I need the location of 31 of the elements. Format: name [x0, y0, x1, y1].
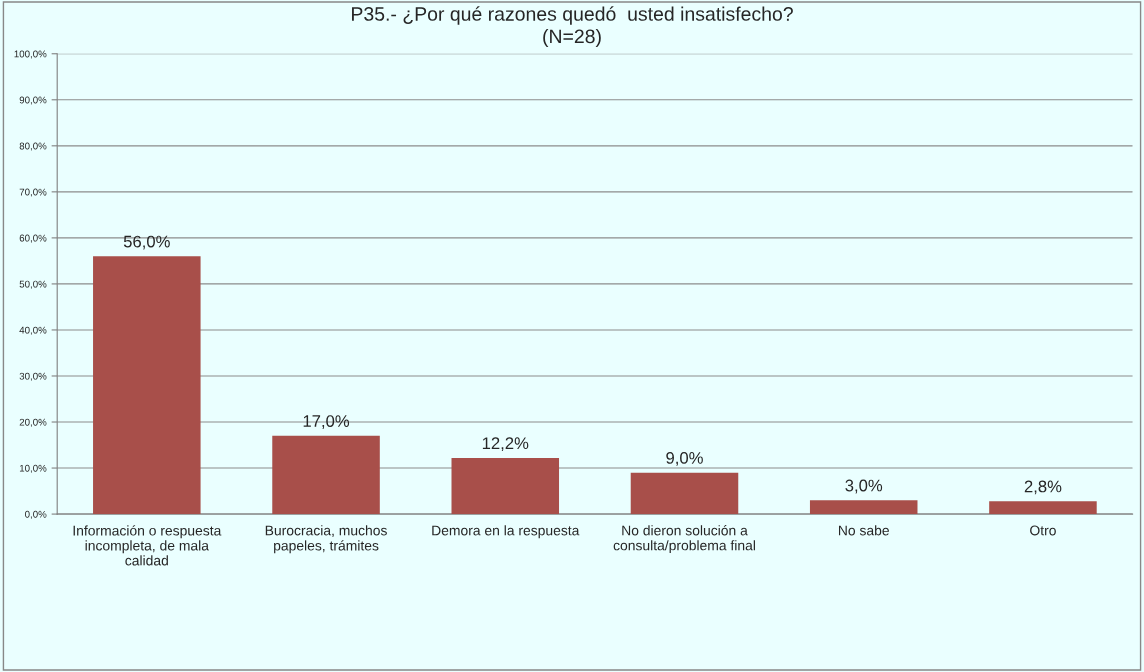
bar	[93, 256, 201, 515]
bar	[989, 501, 1097, 515]
x-tick-label: No sabe	[839, 525, 889, 536]
y-tick-label: 60,0%	[19, 234, 47, 243]
data-label: 12,2%	[482, 437, 529, 452]
x-tick-label: Burocracia, muchos papeles, trámites	[265, 525, 387, 554]
x-tick-label: Demora en la respuesta	[432, 525, 580, 539]
y-tick-label: 40,0%	[19, 326, 47, 335]
bar	[630, 472, 739, 515]
x-tick-label: No dieron solución a consulta/problema final	[613, 525, 755, 554]
bar	[809, 500, 918, 515]
y-tick-label: 80,0%	[19, 142, 47, 151]
y-tick-label: 30,0%	[19, 372, 47, 381]
data-label: 9,0%	[666, 452, 703, 466]
data-label: 56,0%	[123, 235, 170, 250]
bar	[272, 435, 380, 515]
y-tick-label: 10,0%	[19, 464, 47, 473]
y-tick-label: 20,0%	[19, 418, 47, 427]
x-tick-label: Otro	[1030, 525, 1056, 536]
y-tick-label: 50,0%	[19, 280, 47, 289]
data-label: 17,0%	[303, 415, 350, 429]
y-tick-label: 90,0%	[19, 96, 47, 105]
y-tick-label: 70,0%	[19, 188, 47, 197]
x-tick-label: Información o respuesta incompleta, de mala calidad	[73, 525, 222, 566]
chart-title: P35.- ¿Por qué razones quedó usted insatisfecho?	[352, 6, 793, 25]
data-label: 3,0%	[845, 479, 883, 494]
y-tick-label: 0,0%	[25, 510, 47, 519]
data-label: 2,8%	[1024, 480, 1062, 495]
chart-subtitle: (N=28)	[543, 28, 601, 48]
y-tick-label: 100,0%	[14, 50, 47, 59]
bar	[451, 457, 560, 515]
